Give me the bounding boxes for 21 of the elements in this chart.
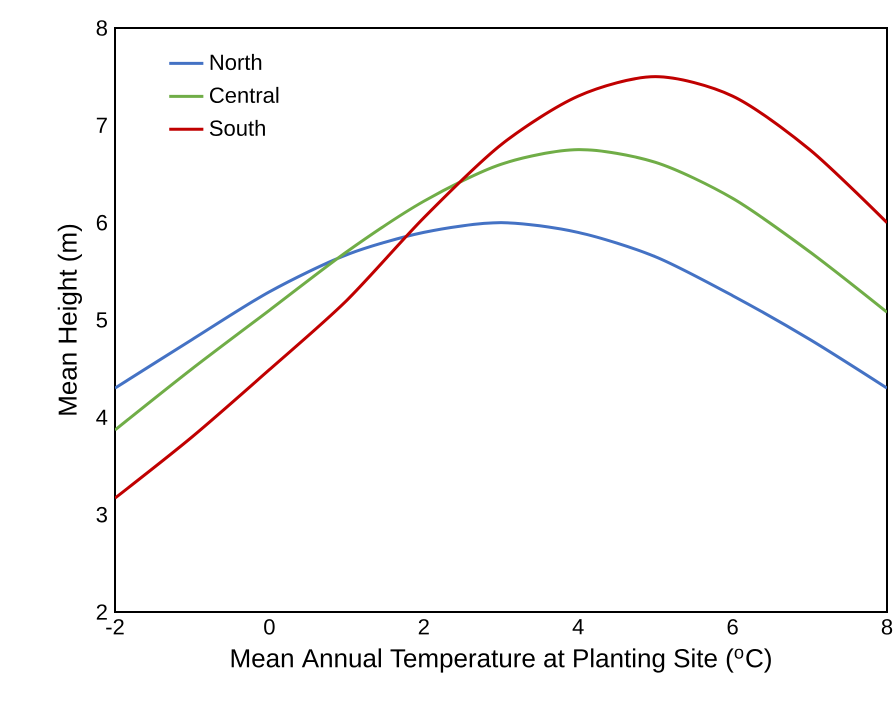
x-tick-label: 6 [728,619,738,635]
line-series [115,221,888,390]
x-tick-label: 0 [264,619,275,635]
x-tick-label: 8 [882,619,892,635]
y-tick-label: 3 [96,506,107,522]
x-axis-title: Mean Annual Temperature at Planting Site ($^{o}$C) [232,648,771,673]
x-tick-label: 2 [418,619,429,634]
x-tick-label: -2 [106,619,124,634]
line-series [115,75,888,500]
y-tick-label: 7 [96,118,107,133]
y-tick-label: 4 [96,410,108,425]
y-axis-title: Mean Height (m) [58,224,82,415]
line-series [115,148,888,432]
y-tick-label: 6 [96,214,107,230]
x-tick-label: 4 [572,619,584,634]
y-tick-label: 2 [96,604,107,620]
legend-label: North [210,54,262,70]
y-tick-label: 8 [96,20,107,36]
y-tick-label: 5 [96,312,107,328]
legend-label: Central [210,86,278,104]
legend-label: South [210,120,265,136]
